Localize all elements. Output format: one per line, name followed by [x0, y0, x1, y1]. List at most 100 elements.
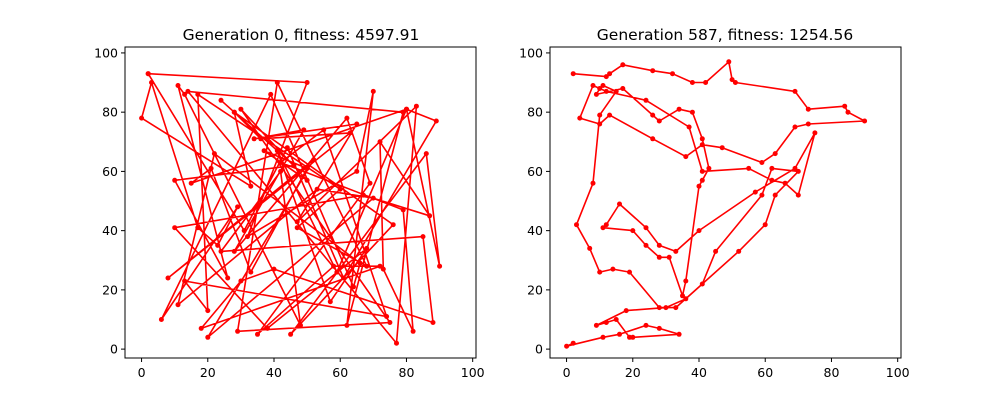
city-point — [762, 222, 768, 228]
city-point — [782, 180, 788, 186]
city-point — [258, 136, 264, 142]
city-point — [597, 121, 603, 127]
x-tick-label: 100 — [461, 365, 485, 380]
city-point — [278, 160, 284, 165]
city-point — [600, 334, 606, 340]
y-tick-label: 0 — [110, 342, 118, 357]
city-point — [301, 127, 307, 133]
city-point — [337, 186, 343, 192]
city-point — [211, 151, 217, 157]
city-point — [364, 263, 370, 269]
city-point — [351, 284, 356, 290]
city-point — [574, 222, 579, 228]
city-point — [215, 242, 221, 248]
x-tick-label: 60 — [332, 365, 348, 380]
city-point — [311, 157, 317, 163]
city-point — [304, 177, 310, 183]
x-tick-label: 100 — [886, 365, 910, 380]
city-point — [650, 136, 656, 142]
city-point — [676, 331, 682, 337]
city-point — [394, 340, 399, 346]
city-point — [433, 118, 439, 124]
city-point — [430, 320, 436, 325]
city-point — [268, 91, 274, 97]
city-point — [689, 109, 695, 115]
x-tick-label: 40 — [691, 365, 707, 380]
city-point — [650, 112, 656, 118]
x-tick-label: 60 — [757, 365, 773, 380]
city-point — [278, 168, 284, 174]
city-point — [158, 317, 164, 322]
city-point — [357, 260, 363, 266]
city-point — [603, 74, 609, 80]
city-point — [344, 115, 350, 121]
city-point — [261, 148, 267, 154]
city-point — [274, 148, 280, 154]
city-point — [792, 165, 798, 171]
city-point — [696, 183, 702, 189]
city-point — [314, 186, 320, 192]
y-tick-label: 60 — [527, 164, 543, 179]
subplot-generation-587: Generation 587, fitness: 1254.56 0 20 40 60… — [519, 26, 910, 380]
y-tick-label: 40 — [102, 223, 118, 238]
city-point — [597, 86, 603, 91]
city-point — [719, 145, 725, 151]
city-point — [643, 97, 649, 103]
city-point — [175, 302, 181, 308]
city-point — [623, 308, 629, 314]
city-point — [354, 121, 360, 127]
city-point — [792, 88, 798, 94]
city-point — [590, 83, 596, 88]
city-point — [673, 305, 679, 311]
city-point — [769, 177, 775, 183]
city-point — [208, 165, 214, 171]
y-tick-label: 100 — [94, 45, 118, 60]
city-point — [145, 71, 151, 77]
city-point — [235, 204, 241, 210]
city-point — [384, 314, 390, 319]
city-point — [172, 225, 178, 231]
city-point — [845, 109, 851, 115]
city-point — [182, 278, 188, 284]
city-point — [680, 293, 685, 299]
city-point — [344, 322, 350, 328]
city-point — [613, 317, 619, 322]
city-point — [673, 248, 679, 254]
y-tick-label: 20 — [102, 282, 118, 297]
city-point — [570, 340, 576, 346]
city-point — [650, 68, 656, 74]
city-point — [769, 165, 775, 171]
city-point — [699, 168, 705, 174]
city-point — [251, 136, 257, 142]
city-point — [729, 77, 735, 83]
city-point — [587, 245, 593, 251]
city-point — [603, 222, 609, 228]
x-tick-label: 0 — [138, 365, 146, 380]
city-point — [404, 106, 409, 112]
city-point — [364, 245, 370, 251]
city-point — [360, 192, 366, 198]
city-point — [805, 121, 811, 127]
city-point — [736, 248, 742, 254]
city-point — [643, 322, 649, 328]
x-tick-label: 40 — [266, 365, 282, 380]
city-point — [400, 109, 406, 115]
city-point — [235, 328, 241, 334]
city-point — [732, 80, 738, 85]
city-point — [437, 263, 443, 269]
city-point — [175, 83, 181, 88]
city-point — [248, 269, 254, 275]
city-point — [291, 163, 297, 168]
city-point — [577, 115, 583, 121]
city-point — [423, 151, 429, 157]
city-point — [713, 248, 719, 254]
city-point — [603, 320, 609, 325]
city-point — [413, 103, 419, 109]
city-point — [656, 254, 662, 260]
city-point — [643, 242, 649, 248]
subplot-generation-0: Generation 0, fitness: 4597.91 0 20 40 60 80… — [94, 26, 485, 380]
city-point — [304, 80, 310, 85]
city-point — [630, 228, 636, 234]
chart-title: Generation 587, fitness: 1254.56 — [597, 26, 853, 44]
city-point — [706, 165, 712, 171]
